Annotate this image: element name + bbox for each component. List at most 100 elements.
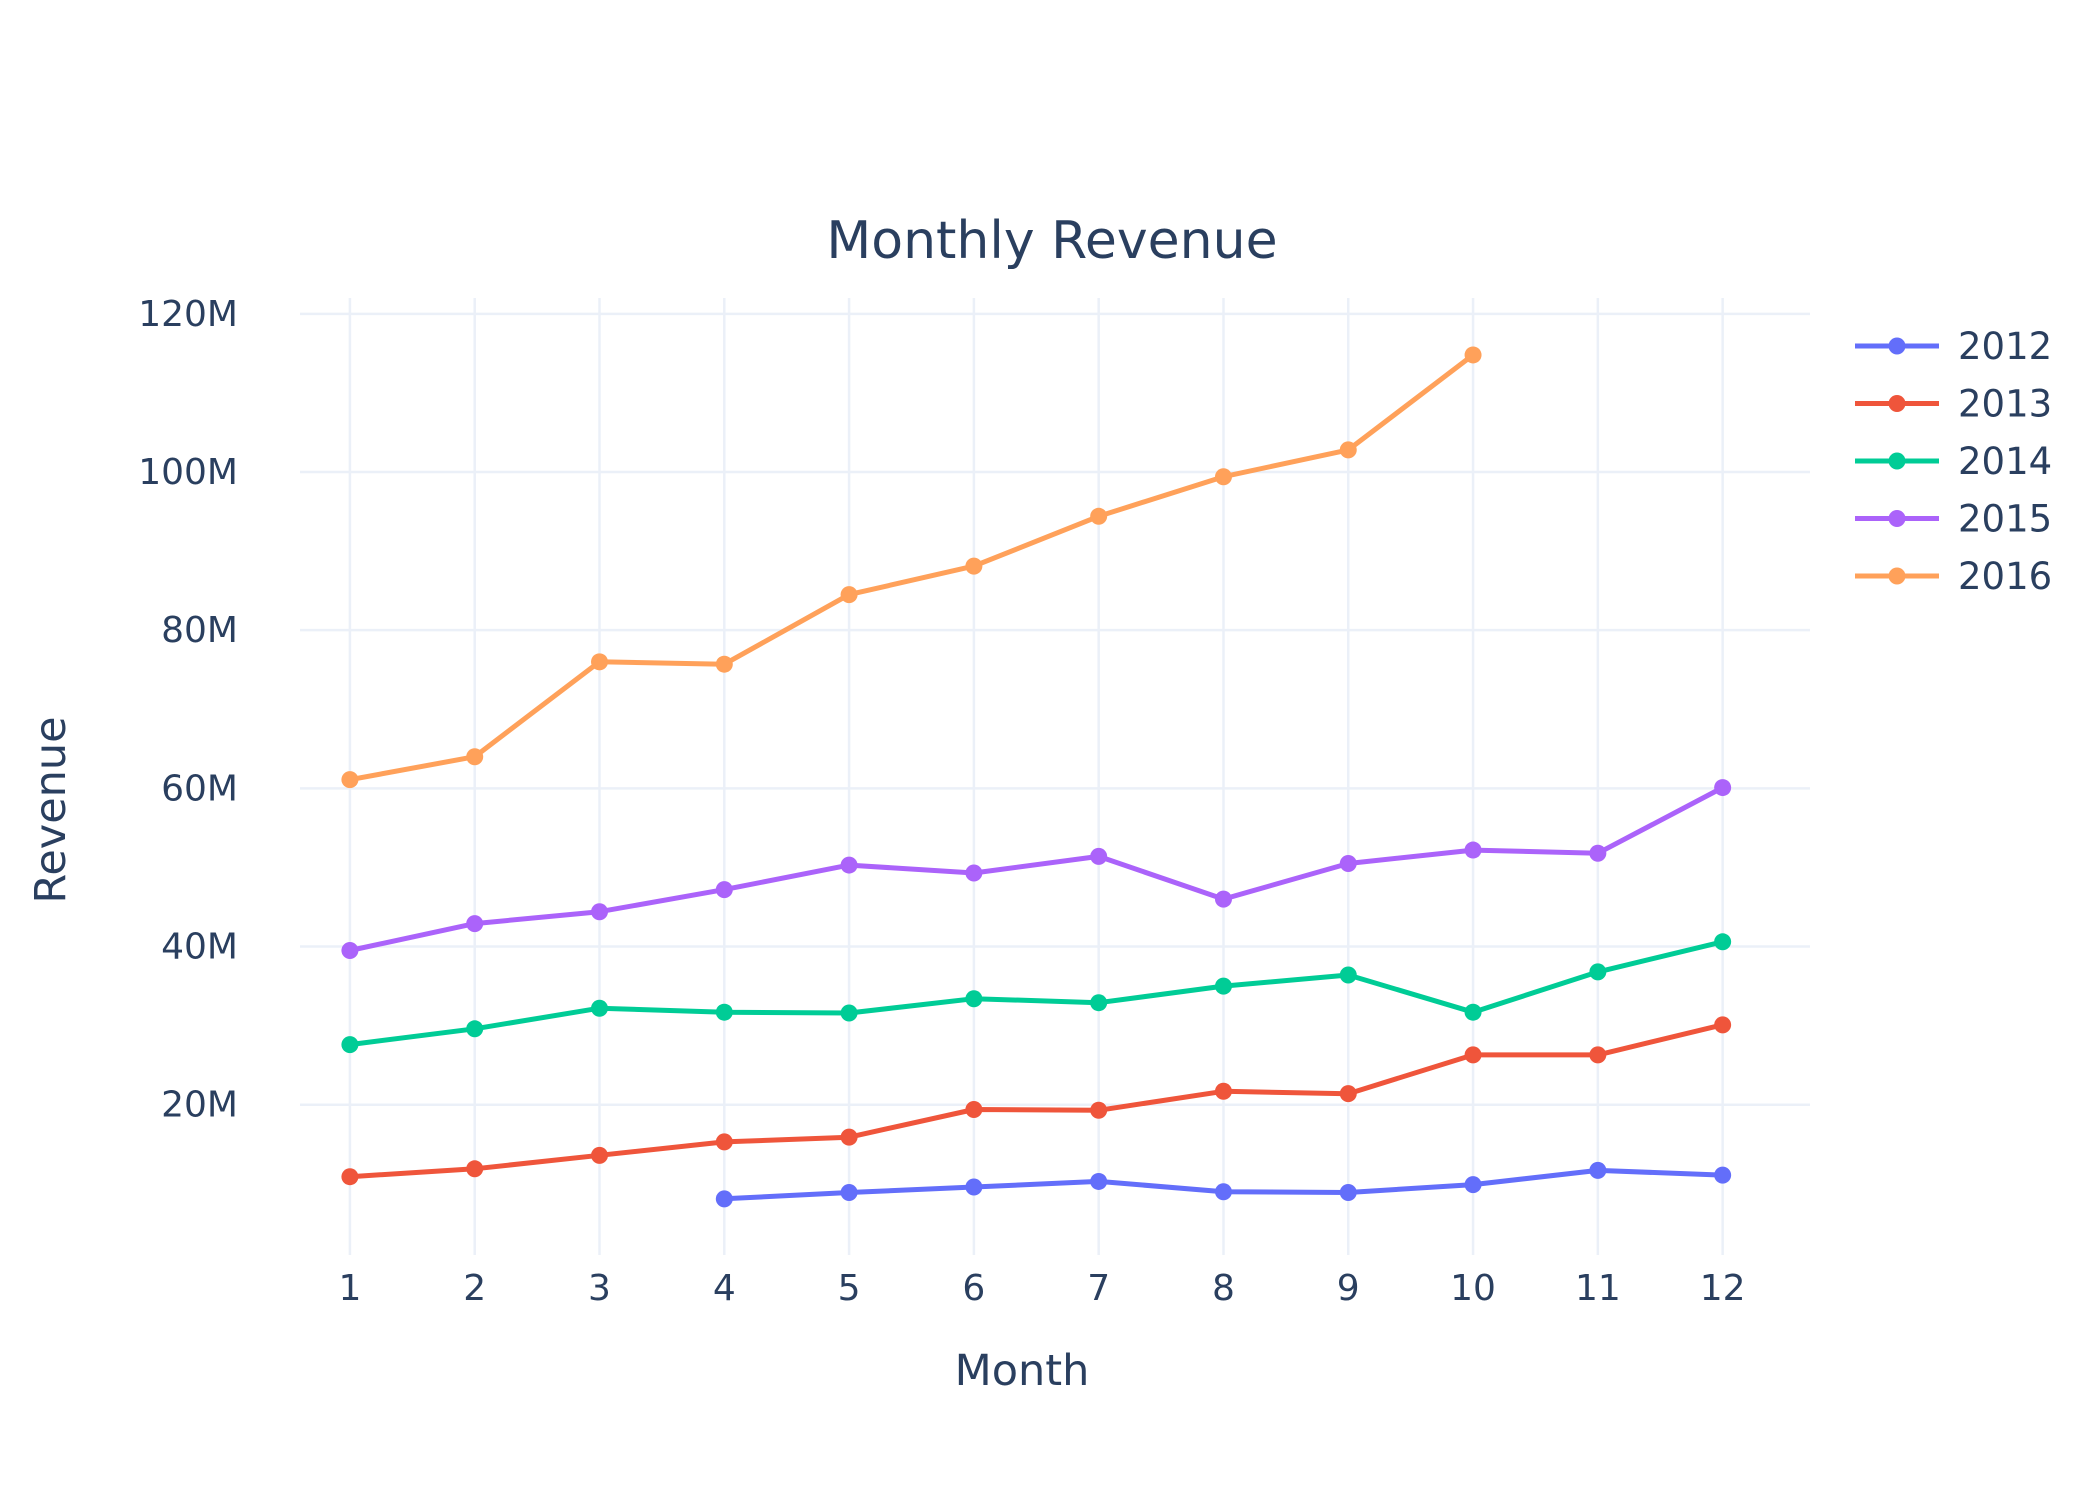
series-2012[interactable]: [715, 1161, 1732, 1208]
data-point[interactable]: [1339, 1184, 1357, 1202]
data-point[interactable]: [1214, 1082, 1232, 1100]
data-point[interactable]: [965, 1178, 983, 1196]
data-point[interactable]: [1464, 1046, 1482, 1064]
data-point[interactable]: [840, 1184, 858, 1202]
data-point[interactable]: [1214, 890, 1232, 908]
legend-label: 2013: [1958, 383, 2052, 426]
data-point[interactable]: [466, 915, 484, 933]
data-point[interactable]: [965, 1100, 983, 1118]
data-point[interactable]: [1090, 1172, 1108, 1190]
data-point[interactable]: [1339, 1085, 1357, 1103]
data-point[interactable]: [466, 1160, 484, 1178]
data-point[interactable]: [1589, 1161, 1607, 1179]
x-tick-label: 11: [1575, 1268, 1621, 1309]
legend-item-2014[interactable]: 2014: [1855, 440, 2052, 483]
data-point[interactable]: [466, 1020, 484, 1038]
data-point[interactable]: [341, 942, 359, 959]
data-point[interactable]: [715, 655, 733, 673]
data-point[interactable]: [1214, 1183, 1232, 1201]
data-point[interactable]: [1464, 841, 1482, 859]
legend-label: 2012: [1958, 325, 2052, 368]
data-point[interactable]: [1090, 994, 1108, 1012]
legend[interactable]: 2012 2013 2014 2015 2016: [1855, 325, 2052, 598]
x-tick-label: 12: [1700, 1268, 1746, 1309]
data-point[interactable]: [1714, 1166, 1732, 1184]
grid: [300, 298, 1810, 1255]
data-point[interactable]: [591, 1146, 609, 1164]
data-point[interactable]: [591, 999, 609, 1017]
data-point[interactable]: [965, 864, 983, 882]
data-point[interactable]: [466, 748, 484, 766]
data-point[interactable]: [1090, 1101, 1108, 1119]
legend-marker: [1888, 567, 1906, 585]
y-tick-label: 60M: [161, 768, 238, 809]
series-2013[interactable]: [341, 1016, 1732, 1186]
data-point[interactable]: [1464, 1176, 1482, 1194]
legend-item-2015[interactable]: 2015: [1855, 498, 2052, 541]
data-point[interactable]: [591, 653, 609, 671]
x-tick-label: 8: [1212, 1268, 1235, 1309]
y-tick-label: 100M: [138, 452, 238, 493]
data-point[interactable]: [591, 903, 609, 921]
y-tick-label: 20M: [161, 1085, 238, 1126]
data-point[interactable]: [1214, 977, 1232, 995]
data-point[interactable]: [341, 1168, 359, 1186]
y-tick-label: 120M: [138, 294, 238, 335]
data-point[interactable]: [1339, 966, 1357, 984]
series-line-2013[interactable]: [347, 1022, 1726, 1180]
data-point[interactable]: [1464, 1003, 1482, 1021]
data-point[interactable]: [1339, 855, 1357, 872]
data-point[interactable]: [1090, 847, 1108, 865]
legend-item-2012[interactable]: 2012: [1855, 325, 2052, 368]
data-point[interactable]: [341, 1036, 359, 1054]
data-point[interactable]: [715, 1003, 733, 1021]
series-line-2016[interactable]: [347, 352, 1476, 783]
data-point[interactable]: [1464, 346, 1482, 364]
series-line-2015[interactable]: [347, 785, 1726, 953]
series-2016[interactable]: [341, 346, 1482, 789]
data-point[interactable]: [341, 771, 359, 789]
data-point[interactable]: [1339, 441, 1357, 459]
series-line-2014[interactable]: [347, 939, 1726, 1048]
y-tick-label: 40M: [161, 927, 238, 968]
data-point[interactable]: [1714, 1016, 1732, 1034]
legend-label: 2016: [1958, 555, 2052, 598]
data-point[interactable]: [965, 557, 983, 575]
legend-marker: [1888, 337, 1906, 355]
data-point[interactable]: [1589, 844, 1607, 862]
data-point[interactable]: [965, 990, 983, 1008]
x-tick-label: 4: [713, 1268, 736, 1309]
x-tick-label: 7: [1087, 1268, 1110, 1309]
y-axis-title: Revenue: [26, 716, 76, 903]
legend-marker: [1888, 452, 1906, 470]
x-axis-ticks: 1 2 3 4 5 6 7 8 9 10 11 12: [338, 1268, 1745, 1309]
data-point[interactable]: [1589, 1046, 1607, 1064]
x-tick-label: 5: [838, 1268, 861, 1309]
data-point[interactable]: [1589, 963, 1607, 981]
legend-label: 2014: [1958, 440, 2052, 483]
data-point[interactable]: [1090, 507, 1108, 525]
x-tick-label: 2: [463, 1268, 486, 1309]
chart-title: Monthly Revenue: [826, 211, 1277, 271]
x-tick-label: 6: [962, 1268, 985, 1309]
legend-item-2016[interactable]: 2016: [1855, 555, 2052, 598]
data-point[interactable]: [1214, 468, 1232, 486]
data-point[interactable]: [715, 1190, 733, 1208]
data-point[interactable]: [840, 1128, 858, 1146]
data-point[interactable]: [840, 856, 858, 874]
y-tick-label: 80M: [161, 610, 238, 651]
legend-item-2013[interactable]: 2013: [1855, 383, 2052, 426]
series-2014[interactable]: [341, 933, 1732, 1054]
x-tick-label: 1: [338, 1268, 361, 1309]
data-point[interactable]: [1714, 933, 1732, 951]
data-point[interactable]: [1714, 779, 1732, 797]
data-point[interactable]: [715, 1133, 733, 1151]
series-2015[interactable]: [341, 779, 1732, 959]
legend-label: 2015: [1958, 498, 2052, 541]
data-point[interactable]: [840, 586, 858, 604]
legend-marker: [1888, 395, 1906, 412]
data-point[interactable]: [715, 881, 733, 899]
data-point[interactable]: [840, 1004, 858, 1022]
x-tick-label: 10: [1450, 1268, 1496, 1309]
